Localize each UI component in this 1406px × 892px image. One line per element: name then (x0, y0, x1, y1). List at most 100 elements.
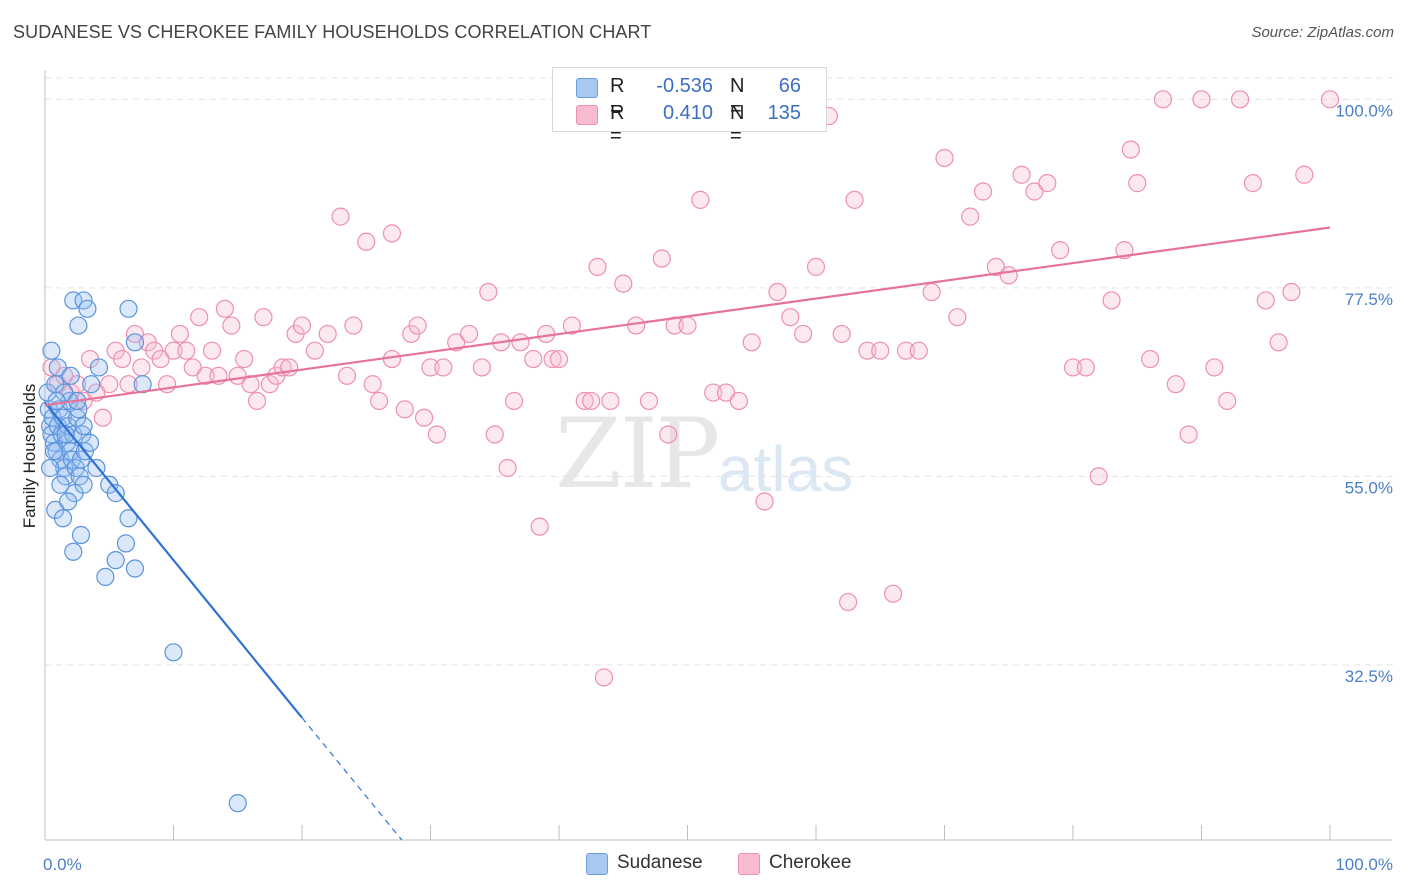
cherokee-point (549, 349, 569, 369)
cherokee-point (1282, 282, 1301, 302)
cherokee-point (922, 282, 941, 302)
legend-r-value: -0.536 (656, 75, 713, 97)
sudanese-point (164, 643, 183, 662)
cherokee-point (459, 324, 479, 344)
cherokee-point (427, 425, 447, 444)
legend-n-label: N = (730, 75, 745, 120)
cherokee-point (562, 316, 581, 335)
sudanese-point (64, 291, 83, 310)
cherokee-point (247, 391, 267, 411)
cherokee-point (164, 341, 183, 360)
cherokee-point (222, 316, 241, 335)
sudanese-point (106, 484, 125, 503)
cherokee-point (93, 408, 112, 427)
cherokee-point (1320, 90, 1340, 109)
watermark-zip: ZIP (555, 398, 720, 510)
sudanese-point (41, 458, 60, 478)
cherokee-point (626, 316, 646, 335)
cherokee-point (588, 257, 607, 276)
cherokee-point (331, 207, 350, 226)
sudanese-point (42, 341, 61, 360)
sudanese-point (47, 391, 66, 411)
sudanese-point (44, 442, 64, 461)
cherokee-point (408, 316, 427, 335)
cherokee-point (1038, 174, 1057, 193)
sudanese-point (80, 433, 100, 452)
sudanese-point (64, 542, 83, 561)
cherokee-point (909, 341, 928, 360)
cherokee-point (1025, 182, 1044, 201)
sudanese-point (228, 794, 247, 813)
correlation-legend: R = -0.536 N = 66 R = 0.410 N = 135 (552, 67, 827, 147)
x-tick-label-start: 0.0% (43, 855, 82, 874)
cherokee-point (896, 341, 916, 360)
cherokee-point (202, 341, 222, 360)
cherokee-point (1269, 333, 1288, 352)
cherokee-point (948, 308, 967, 327)
sudanese-point (116, 534, 136, 553)
sudanese-point (69, 316, 88, 335)
sudanese-point (48, 358, 67, 377)
cherokee-point (652, 249, 671, 268)
legend-swatch-cherokee (576, 105, 598, 125)
chart-title: SUDANESE VS CHEROKEE FAMILY HOUSEHOLDS C… (13, 22, 652, 42)
sudanese-trend-extension (301, 717, 403, 841)
cherokee-point (183, 358, 202, 377)
cherokee-point (678, 316, 697, 335)
cherokee-point (215, 299, 234, 318)
legend-swatch-sudanese (576, 78, 598, 98)
sudanese-point (119, 299, 138, 318)
cherokee-point (530, 517, 549, 536)
cherokee-point (254, 308, 273, 327)
cherokee-point (1256, 291, 1275, 310)
cherokee-point (755, 492, 774, 511)
sudanese-point (74, 475, 93, 494)
source-credit: Source: ZipAtlas.com (1251, 24, 1394, 41)
legend-r-label: R = (610, 75, 625, 120)
cherokee-point (363, 375, 382, 394)
cherokee-point (382, 224, 402, 243)
cherokee-point (447, 333, 466, 352)
cherokee-point (1128, 174, 1147, 193)
cherokee-point (832, 324, 851, 344)
sudanese-point (78, 299, 97, 318)
tick-labels: 32.5% 55.0% 77.5% 100.0% 0.0% 100.0% (43, 101, 1393, 874)
y-tick-label: 100.0% (1335, 101, 1393, 120)
cherokee-point (781, 308, 800, 327)
sudanese-point (61, 366, 80, 385)
cherokee-point (704, 383, 723, 402)
cherokee-point (414, 408, 434, 427)
y-tick-label: 55.0% (1345, 478, 1393, 497)
trend-lines (44, 226, 1331, 841)
cherokee-point (659, 425, 678, 444)
cherokee-point (986, 257, 1006, 276)
cherokee-point (421, 358, 440, 377)
cherokee-point (883, 584, 903, 603)
bottom-legend-label-cherokee: Cherokee (769, 852, 852, 873)
legend-n-label: N = (730, 102, 745, 147)
cherokee-point (543, 349, 562, 369)
cherokee-point (498, 458, 517, 478)
cherokee-point (1243, 174, 1263, 193)
sudanese-point (106, 551, 125, 570)
cherokee-point (485, 425, 504, 444)
cherokee-point (280, 358, 299, 377)
legend-n-value: 135 (767, 102, 801, 124)
sudanese-point (51, 475, 70, 494)
sudanese-point (125, 333, 145, 352)
cherokee-point (196, 366, 215, 385)
cherokee-point (112, 349, 132, 369)
cherokee-point (292, 316, 312, 335)
bottom-legend-label-sudanese: Sudanese (617, 852, 703, 873)
cherokee-point (794, 324, 813, 344)
cherokee-trend-line (44, 226, 1331, 407)
cherokee-point (1295, 165, 1314, 184)
cherokee-point (1089, 467, 1108, 486)
cherokee-point (370, 391, 389, 411)
cherokee-point (1012, 165, 1031, 184)
cherokee-point (961, 207, 980, 226)
cherokee-point (100, 375, 119, 394)
sudanese-point (59, 492, 78, 511)
sudanese-point (71, 525, 91, 545)
cherokee-point (973, 182, 993, 201)
